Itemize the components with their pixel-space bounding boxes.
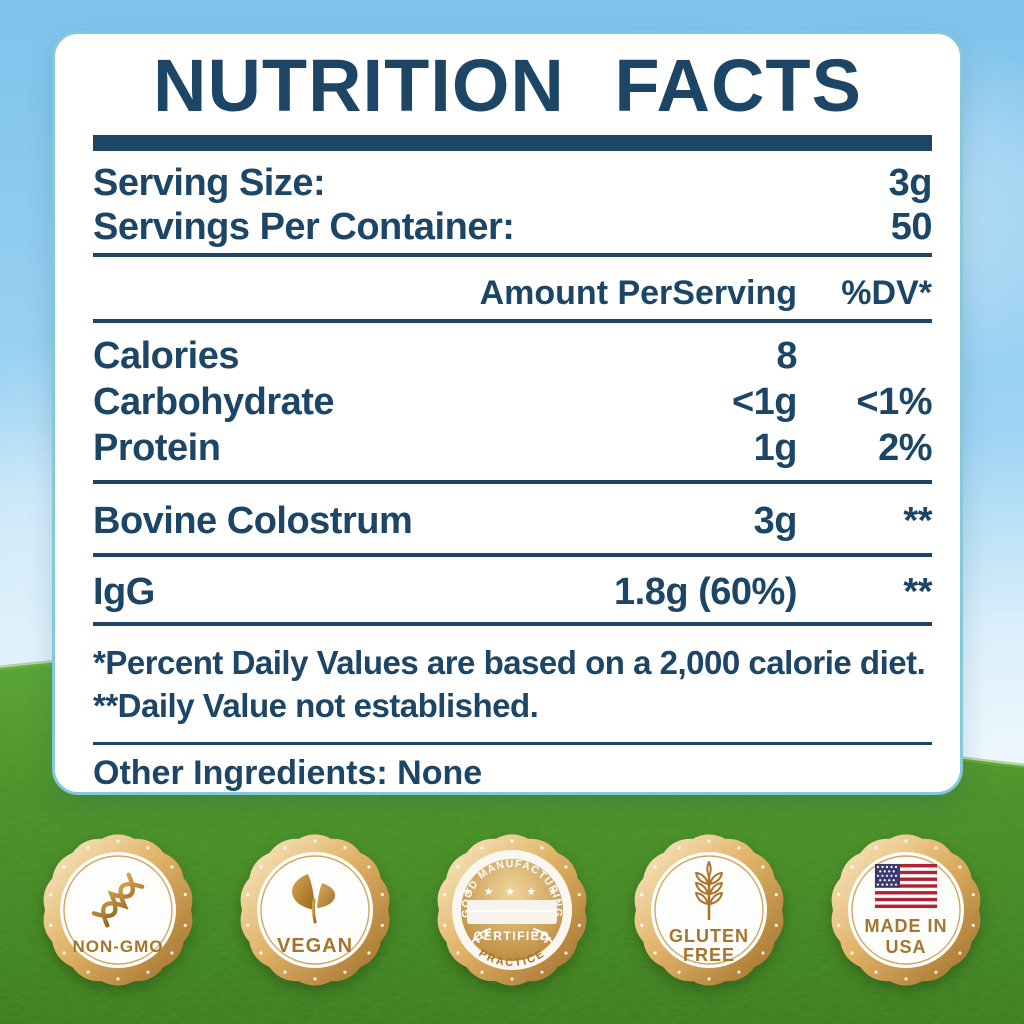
serving-info-block: Serving Size: 3g Servings Per Container:… xyxy=(93,161,933,249)
nutrient-label: Bovine Colostrum xyxy=(93,500,413,542)
usa-flag-icon xyxy=(874,863,938,909)
nutrient-label: Protein xyxy=(93,427,221,469)
protein-row: Protein 1g 2% xyxy=(93,425,933,471)
divider-5 xyxy=(93,622,932,626)
divider-2 xyxy=(93,319,932,323)
nutrient-dv: ** xyxy=(903,571,932,613)
nutrient-amount: 3g xyxy=(753,500,798,542)
dna-icon xyxy=(91,872,145,928)
nutrient-label: Carbohydrate xyxy=(93,381,335,423)
badge-made-in-usa: MADE IN USA xyxy=(831,834,981,986)
bovine-colostrum-row: Bovine Colostrum 3g ** xyxy=(93,498,933,544)
header-spacer xyxy=(93,275,480,311)
title-divider-bar xyxy=(93,135,932,151)
nutrient-rows-block: Calories 8 Carbohydrate <1g <1% Protein … xyxy=(93,333,933,471)
serving-size-row: Serving Size: 3g xyxy=(93,161,933,205)
badge-face xyxy=(60,852,176,968)
nutrient-dv: <1% xyxy=(856,381,932,423)
flag-stars-field xyxy=(876,865,898,886)
badge-label: VEGAN xyxy=(277,935,353,957)
leaf-icon xyxy=(292,874,336,924)
badge-non-gmo: NON-GMO xyxy=(43,834,193,986)
divider-1 xyxy=(93,253,932,257)
panel-title: NUTRITION FACTS xyxy=(153,44,862,127)
badge-label: NON-GMO xyxy=(72,937,163,956)
daily-value-header: %DV* xyxy=(841,274,932,312)
laurel-left-icon xyxy=(470,928,491,945)
badge-rim-dots xyxy=(49,839,187,981)
badge-label-line1: MADE IN xyxy=(865,916,948,936)
badge-gmp-certified: GOOD MANUFACTURING ★ ★ ★ ★ ★ CERTIFIED P… xyxy=(437,834,587,986)
laurel-right-icon xyxy=(533,928,554,945)
footnote-dv-not-established: **Daily Value not established. xyxy=(93,687,539,724)
badge-vegan: VEGAN xyxy=(240,834,390,986)
badge-gluten-free: GLUTEN FREE xyxy=(634,834,784,986)
badge-label-line2: FREE xyxy=(683,945,735,965)
badge-rim-dots xyxy=(837,839,975,981)
nutrient-dv: ** xyxy=(903,500,932,542)
badge-inner-ring xyxy=(654,855,764,965)
divider-3 xyxy=(93,480,932,484)
badge-inner-ring xyxy=(63,855,173,965)
badge-inner-ring xyxy=(851,855,961,965)
nutrition-facts-panel: NUTRITION FACTS Serving Size: 3g Serving… xyxy=(52,31,963,795)
footnotes-block: *Percent Daily Values are based on a 2,0… xyxy=(93,641,932,727)
nutrient-label: Calories xyxy=(93,335,239,377)
amount-per-serving-header: Amount PerServing xyxy=(479,274,797,312)
nutrient-dv xyxy=(797,333,932,379)
nutrient-amount: 1.8g (60%) xyxy=(614,571,797,613)
column-header-row: Amount PerServing %DV* xyxy=(93,275,932,311)
igg-row: IgG 1.8g (60%) ** xyxy=(93,569,933,615)
gmp-certified-text: CERTIFIED xyxy=(474,929,551,943)
servings-per-container-row: Servings Per Container: 50 xyxy=(93,205,933,249)
certification-badge-row: NON-GMO VEGAN GOOD MANUFACT xyxy=(36,828,988,992)
divider-6 xyxy=(93,742,932,745)
divider-4 xyxy=(93,553,932,557)
serving-size-value: 3g xyxy=(888,162,933,204)
calories-row: Calories 8 xyxy=(93,333,932,379)
servings-per-container-label: Servings Per Container: xyxy=(93,206,515,248)
servings-per-container-value: 50 xyxy=(890,206,933,248)
badge-rim-dots xyxy=(443,839,581,981)
badge-label-line2: USA xyxy=(885,937,926,957)
footnote-daily-values: *Percent Daily Values are based on a 2,0… xyxy=(93,644,926,681)
badge-inner-ring xyxy=(260,855,370,965)
nutrient-label: IgG xyxy=(93,571,155,613)
other-ingredients-row: Other Ingredients: None xyxy=(93,754,483,792)
carbohydrate-row: Carbohydrate <1g <1% xyxy=(93,379,933,425)
serving-size-label: Serving Size: xyxy=(93,162,326,204)
wheat-icon xyxy=(695,861,723,920)
nutrient-amount: <1g xyxy=(731,381,798,423)
five-stars: ★ ★ ★ ★ ★ xyxy=(462,885,561,898)
gmp-banner-stripe xyxy=(467,910,557,913)
badge-label-line1: GLUTEN xyxy=(669,926,749,946)
badge-rim-dots xyxy=(640,839,778,981)
nutrient-amount: 8 xyxy=(776,335,797,377)
nutrient-dv: 2% xyxy=(878,427,932,469)
nutrient-amount: 1g xyxy=(753,427,798,469)
badge-rim-dots xyxy=(246,839,384,981)
